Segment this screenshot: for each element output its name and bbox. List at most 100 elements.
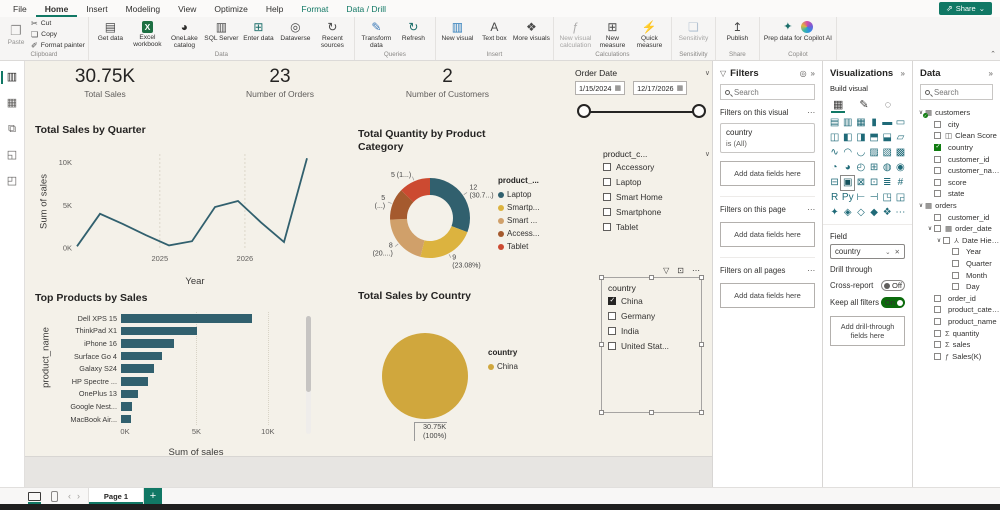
ribbon-button[interactable]: ⊞ Enter data — [240, 20, 277, 42]
pie-chart-total-sales-by-country[interactable]: Total Sales by Country 30.75K (100%) cou… — [358, 290, 568, 441]
bar-row[interactable]: Google Nest... — [35, 400, 325, 413]
clipboard-button[interactable]: ❏ Copy — [31, 30, 85, 39]
cross-report-toggle[interactable]: Off — [881, 280, 905, 291]
visual-type-icon[interactable]: ◲ — [895, 192, 906, 203]
visual-type-icon[interactable]: ⊢ — [856, 192, 866, 203]
data-search[interactable] — [920, 84, 993, 100]
field-row[interactable]: Σ quantity — [913, 327, 1000, 339]
field-checkbox[interactable] — [934, 213, 941, 221]
field-checkbox[interactable] — [952, 248, 959, 256]
expand-chevron-icon[interactable]: ∨ — [918, 203, 924, 210]
field-checkbox[interactable] — [952, 271, 959, 279]
filter-card-country[interactable]: country is (All) — [720, 123, 815, 153]
visual-type-icon[interactable]: ▣ — [840, 175, 856, 191]
field-row[interactable]: ∨ ▦ order_date — [913, 223, 1000, 235]
start-date-field[interactable]: 1/15/2024 ▦ — [575, 81, 626, 95]
visual-type-icon[interactable]: ◍ — [882, 162, 892, 173]
field-row[interactable]: order_id — [913, 293, 1000, 305]
selection-handle[interactable] — [599, 275, 604, 280]
bar[interactable] — [121, 402, 133, 411]
checkbox[interactable] — [608, 341, 616, 350]
field-checkbox[interactable] — [934, 190, 941, 198]
selection-handle[interactable] — [599, 410, 604, 415]
legend-item[interactable]: Tablet — [498, 240, 539, 253]
selection-handle[interactable] — [699, 410, 704, 415]
selection-handle[interactable] — [648, 275, 654, 280]
field-row[interactable]: Day — [913, 281, 1000, 293]
field-row[interactable]: country — [913, 142, 1000, 154]
legend-item[interactable]: Smart ... — [498, 214, 539, 227]
visual-type-icon[interactable]: ▭ — [895, 117, 906, 128]
legend-item[interactable]: Access... — [498, 227, 539, 240]
donut-chart-total-quantity-by-product-category[interactable]: Total Quantity by Product Category 12 (30… — [358, 128, 568, 293]
menu-tab[interactable]: Format — [301, 4, 329, 14]
ribbon-button[interactable]: ❏ Sensitivity — [675, 20, 712, 42]
add-data-fields-dropzone[interactable]: Add data fields here — [720, 283, 815, 308]
visual-type-icon[interactable]: ⊟ — [830, 177, 839, 188]
selection-handle[interactable] — [699, 275, 704, 280]
field-checkbox[interactable] — [934, 341, 941, 349]
visual-type-icon[interactable]: ▤ — [829, 117, 840, 128]
field-row[interactable]: product_name — [913, 316, 1000, 328]
bar-row[interactable]: Galaxy S24 — [35, 362, 325, 375]
bar-plot[interactable]: Dell XPS 15 ThinkPad X1 iPhone 16 Surface G… — [35, 312, 325, 437]
ribbon-button[interactable]: ▤ Get data — [92, 20, 129, 42]
field-row[interactable]: Year — [913, 246, 1000, 258]
slicer-item[interactable]: Smartphone — [603, 204, 710, 219]
slicer-item[interactable]: Laptop — [603, 174, 710, 189]
field-checkbox[interactable] — [934, 317, 941, 325]
visual-type-icon[interactable]: ✦ — [830, 207, 839, 218]
visual-type-icon[interactable]: ≣ — [883, 177, 892, 188]
ribbon-button[interactable]: ↻ Refresh — [395, 20, 432, 42]
ribbon-button[interactable]: ◎ Dataverse — [277, 20, 314, 42]
chevron-down-icon[interactable]: ∨ — [704, 151, 710, 158]
visual-type-icon[interactable]: ▩ — [895, 147, 906, 158]
next-page-icon[interactable]: › — [77, 491, 80, 501]
visual-type-icon[interactable]: # — [897, 177, 904, 188]
prep-data-copilot-button[interactable]: ✦ Prep data for Copilot AI — [763, 20, 833, 42]
menu-tab[interactable]: Insert — [86, 4, 108, 14]
line-chart-plot[interactable]: 2025 2026 0K 5K 10K — [35, 146, 315, 266]
ribbon-button[interactable]: ⊞ New measure — [594, 20, 631, 50]
clipboard-button[interactable]: ✂ Cut — [31, 19, 85, 28]
slicer-item[interactable]: India — [608, 323, 698, 338]
field-row[interactable]: Quarter — [913, 258, 1000, 270]
expand-chevron-icon[interactable]: ∨ — [927, 226, 933, 233]
slider-handle-start[interactable] — [577, 104, 591, 118]
visual-type-icon[interactable]: ⊣ — [869, 192, 879, 203]
hide-pane-icon[interactable]: ◎ — [799, 69, 807, 78]
visual-type-icon[interactable]: ▧ — [882, 147, 892, 158]
collapse-pane-icon[interactable]: » — [900, 69, 905, 78]
checkbox[interactable] — [603, 192, 611, 201]
visual-type-icon[interactable]: ◴ — [856, 162, 866, 173]
field-checkbox[interactable] — [934, 178, 941, 186]
visual-type-icon[interactable]: ◡ — [856, 147, 866, 158]
field-checkbox[interactable] — [943, 236, 950, 244]
visual-type-icon[interactable]: R — [830, 192, 839, 203]
menu-tab[interactable]: Help — [265, 4, 284, 14]
slicer-item[interactable]: China — [608, 293, 698, 308]
checkbox[interactable] — [603, 207, 611, 216]
chevron-down-icon[interactable]: ⌄ — [885, 248, 891, 256]
bar[interactable] — [121, 389, 139, 399]
add-data-fields-dropzone[interactable]: Add data fields here — [720, 222, 815, 247]
field-checkbox[interactable] — [952, 260, 959, 268]
clear-field-icon[interactable]: ✕ — [894, 248, 900, 256]
slider-track[interactable] — [583, 111, 698, 113]
field-checkbox[interactable] — [934, 120, 941, 128]
filters-search[interactable] — [720, 84, 815, 100]
product-category-slicer[interactable]: product_c... ∨ Accessory Laptop Smart Ho… — [603, 149, 710, 234]
field-checkbox[interactable] — [934, 225, 941, 233]
bar[interactable] — [121, 377, 149, 386]
report-canvas[interactable]: 30.75K Total Sales 23 Number of Orders 2… — [25, 61, 712, 487]
field-checkbox[interactable] — [934, 329, 941, 337]
country-slicer-selected[interactable]: ▽ ⊡ ⋯ country China Germany — [599, 266, 704, 415]
ribbon-button[interactable]: ◕ OneLake catalog — [166, 20, 203, 50]
card-total-sales[interactable]: 30.75K Total Sales — [55, 66, 155, 99]
menu-tab[interactable]: Data / Drill — [346, 4, 387, 14]
ribbon-button[interactable]: ↥ Publish — [719, 20, 756, 42]
visual-type-icon[interactable]: ◧ — [843, 132, 853, 143]
visual-type-icon[interactable]: Py — [841, 192, 854, 203]
order-date-slicer[interactable]: Order Date ∨ 1/15/2024 ▦ 12/17/2026 ▦ — [575, 68, 710, 120]
legend-item[interactable]: China — [488, 360, 518, 373]
